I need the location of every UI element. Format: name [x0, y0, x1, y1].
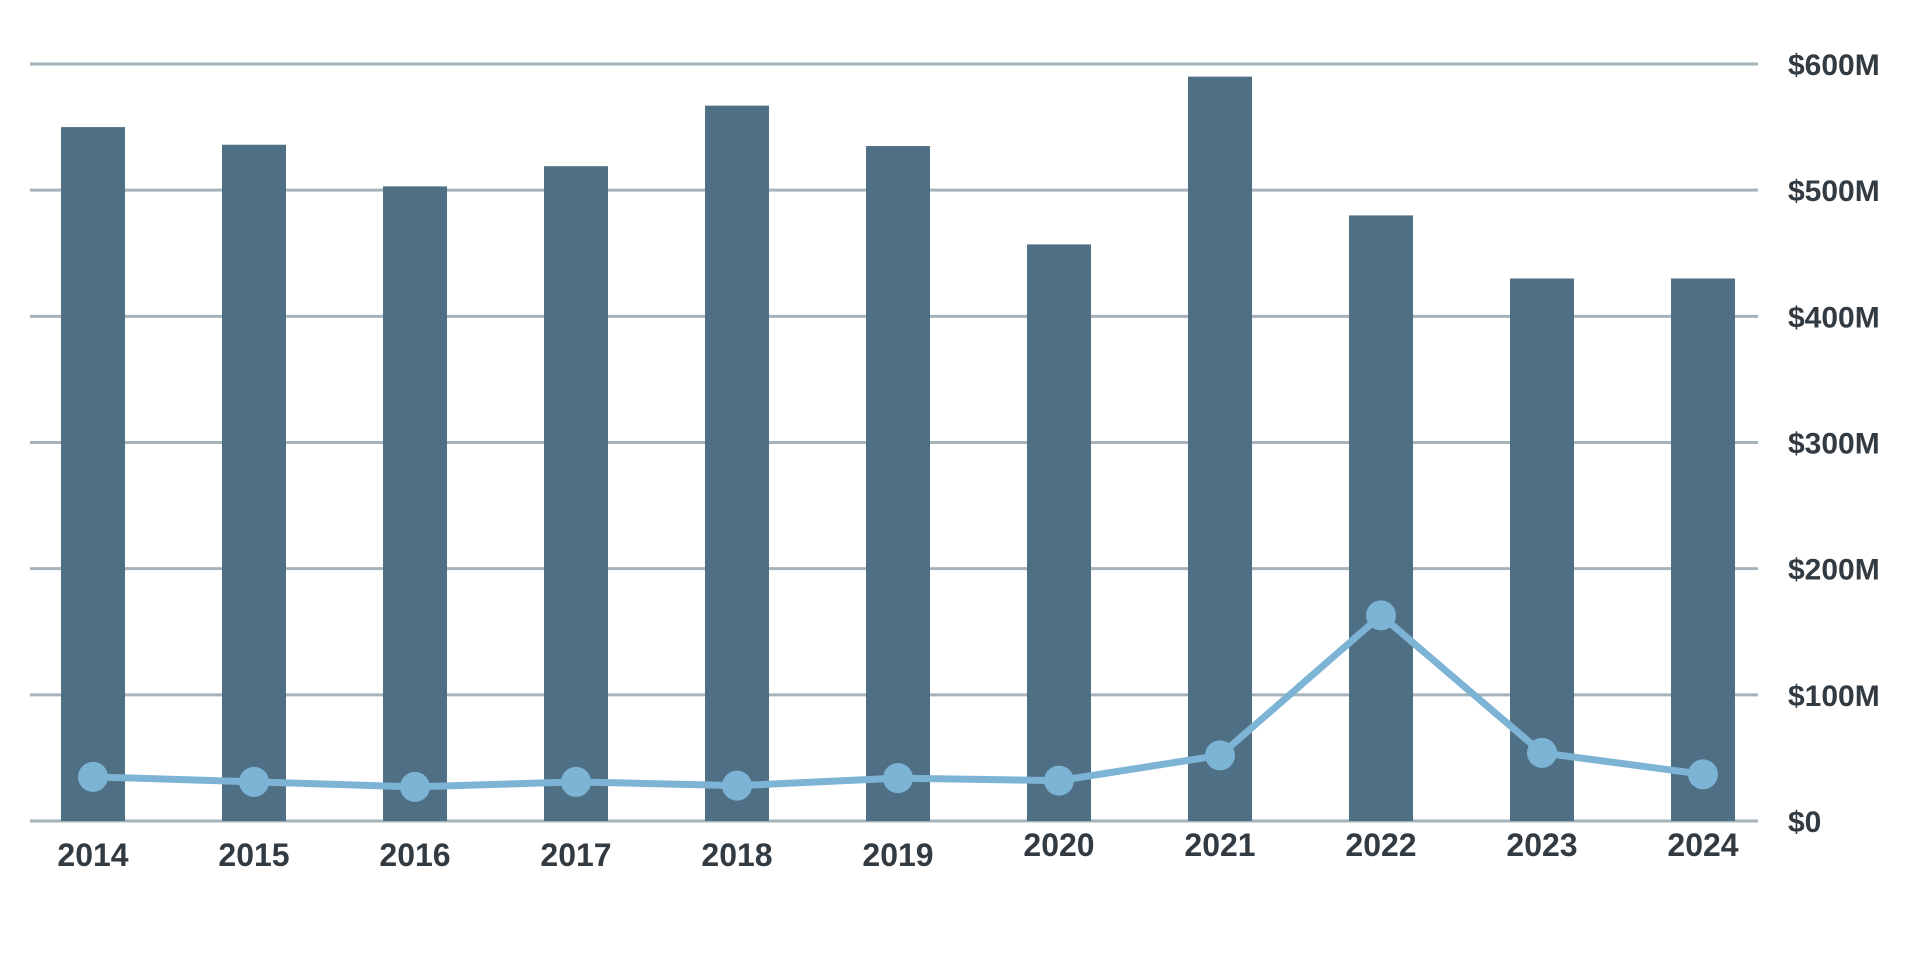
y-tick-label: $100M — [1788, 680, 1880, 713]
x-tick-label: 2014 — [57, 837, 128, 873]
y-tick-label: $300M — [1788, 428, 1880, 461]
line-point — [1527, 737, 1557, 768]
line-point — [883, 763, 913, 794]
line-point — [1366, 600, 1396, 631]
line-point — [1044, 765, 1074, 796]
bar — [61, 127, 125, 822]
bar — [1671, 278, 1735, 821]
x-tick-label: 2024 — [1667, 827, 1738, 863]
x-tick-label: 2018 — [701, 837, 772, 873]
y-tick-label: $600M — [1788, 49, 1880, 82]
y-axis-ticks: $0 $100M $200M $300M $400M $500M $600M — [1788, 49, 1880, 839]
x-tick-label: 2020 — [1023, 827, 1094, 863]
x-tick-label: 2017 — [540, 837, 611, 873]
x-tick-label: 2021 — [1184, 827, 1255, 863]
bar — [866, 146, 930, 822]
line-point — [78, 761, 108, 792]
bar — [544, 166, 608, 821]
bar — [705, 105, 769, 821]
bar — [1349, 215, 1413, 821]
bar-series — [61, 76, 1735, 822]
y-tick-label: $500M — [1788, 175, 1880, 208]
y-tick-label: $200M — [1788, 554, 1880, 587]
line-point — [561, 766, 591, 797]
x-tick-label: 2023 — [1506, 827, 1577, 863]
line-point — [722, 770, 752, 801]
x-tick-label: 2022 — [1345, 827, 1416, 863]
bar — [383, 186, 447, 822]
y-tick-label: $400M — [1788, 301, 1880, 334]
line-point — [1688, 759, 1718, 790]
x-tick-label: 2015 — [218, 837, 289, 873]
y-tick-label: $0 — [1788, 806, 1821, 839]
line-point — [400, 771, 430, 802]
line-series — [78, 600, 1718, 802]
line-point — [1205, 740, 1235, 771]
bar — [1188, 76, 1252, 821]
x-tick-label: 2019 — [862, 837, 933, 873]
line-point — [239, 766, 269, 797]
x-axis-ticks: 2014 2015 2016 2017 2018 2019 2020 2021 2022 2023… — [57, 827, 1738, 873]
bar — [1027, 244, 1091, 821]
bar — [222, 144, 286, 821]
x-tick-label: 2016 — [379, 837, 450, 873]
